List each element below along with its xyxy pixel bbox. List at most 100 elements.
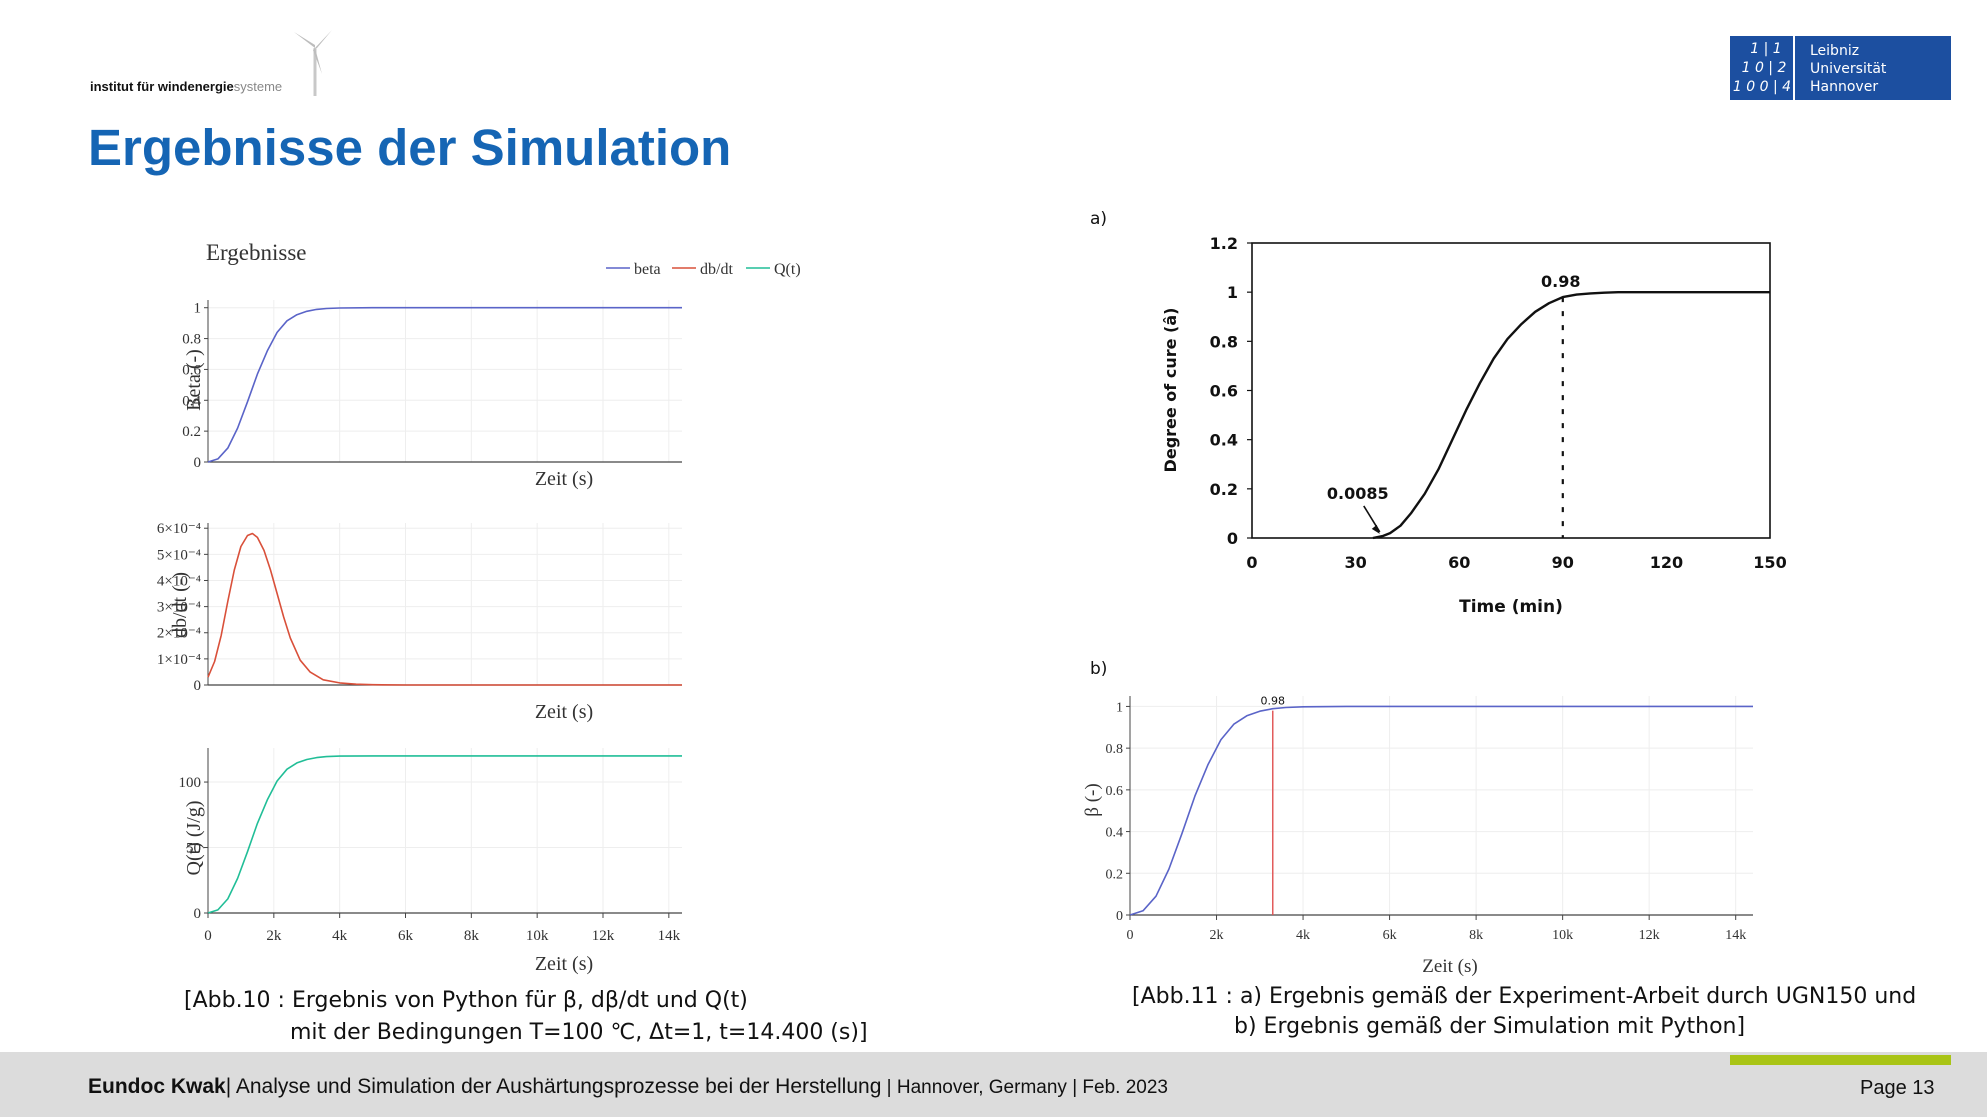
x-tick-labels: 0 30 60 90 120 150	[1246, 553, 1786, 572]
chart-title: Ergebnisse	[206, 240, 307, 265]
beta-panel: 0 0.2 0.4 0.6 0.8 1	[182, 300, 682, 471]
y-tick-label: 0.2	[1106, 867, 1124, 882]
logo-line-2: Universität	[1810, 61, 1887, 77]
x-tick-label: 90	[1552, 553, 1574, 572]
y-tick-label: 3×10⁻⁴	[157, 600, 201, 616]
page-number: Page 13	[1860, 1077, 1935, 1099]
y-tick-label: 0.8	[182, 332, 201, 348]
annotation-arrow-head	[1371, 524, 1380, 534]
y-tick-label: 0	[1116, 909, 1123, 924]
y-tick-label: 2×10⁻⁴	[157, 626, 201, 642]
annotation-098: 0.98	[1541, 272, 1580, 291]
y-tick-label: 0	[194, 906, 202, 922]
x-tick-label: 14k	[1725, 928, 1746, 943]
dbdt-panel: 0 1×10⁻⁴ 2×10⁻⁴ 3×10⁻⁴ 4×10⁻⁴ 5×10⁻⁴ 6×10⁻⁴	[157, 521, 682, 694]
x-tick-label: 14k	[658, 928, 681, 944]
series-line-beta	[207, 306, 682, 463]
y-axis-label: Degree of cure (â)	[1161, 308, 1180, 473]
y-tick-label: 100	[179, 775, 202, 791]
x-tick-label: 0	[1246, 553, 1257, 572]
logo-digits-1: 1 | 1	[1750, 41, 1781, 57]
x-tick-label: 60	[1448, 553, 1470, 572]
footer-text: Eundoc Kwak| Analyse und Simulation der …	[88, 1075, 1168, 1099]
y-tick-label: 0.4	[1210, 431, 1238, 450]
panel-label-b: b)	[1090, 659, 1107, 679]
x-tick-label: 12k	[592, 928, 615, 944]
institute-name: institut für windenergiesysteme	[90, 79, 282, 94]
caption-left-line-2: mit der Bedingungen T=100 ℃, Δt=1, t=14.…	[290, 1020, 868, 1045]
series-line-experiment	[1372, 291, 1770, 540]
y-tick-label: 5×10⁻⁴	[157, 547, 201, 563]
institute-name-light: systeme	[233, 79, 283, 94]
y-axis-label: β (-)	[1082, 783, 1103, 816]
leibniz-university-logo: 1 | 1 1 0 | 2 1 0 0 | 4 Leibniz Universi…	[1730, 36, 1951, 100]
series-line-dbdt	[207, 532, 682, 686]
x-tick-label: 30	[1344, 553, 1366, 572]
y-tick-label: 0.6	[1106, 784, 1124, 799]
logo-line-3: Hannover	[1810, 79, 1878, 95]
simulation-chart: b) 0.98 0 0.2 0.4 0.6 0.8 1 0 2k 4k 6k 8k 10k 12k 14…	[1082, 659, 1753, 977]
y-axis-label: db/dt (-)	[169, 572, 191, 638]
x-tick-labels: 0 2k 4k 6k 8k 10k 12k 14k	[204, 913, 681, 944]
x-tick-label: 120	[1650, 553, 1683, 572]
y-tick-label: 0.8	[1106, 742, 1124, 757]
y-tick-label: 1.2	[1210, 234, 1238, 253]
x-tick-label: 6k	[1383, 928, 1397, 943]
qt-panel: 0 50 100	[179, 748, 682, 922]
page-title: Ergebnisse der Simulation	[88, 119, 732, 176]
plot-area: 0.98 0.0085	[1327, 272, 1770, 540]
caption-right-line-1: [Abb.11 : a) Ergebnis gemäß der Experime…	[1132, 984, 1917, 1009]
y-axis-label: Beta (-)	[183, 349, 205, 411]
legend: beta db/dt Q(t)	[606, 261, 801, 278]
x-axis-label: Zeit (s)	[535, 468, 593, 490]
caption-right-line-2: b) Ergebnis gemäß der Simulation mit Pyt…	[1234, 1014, 1746, 1039]
y-tick-labels: 0 0.2 0.4 0.6 0.8 1	[1106, 700, 1130, 924]
wind-turbine-icon	[294, 30, 332, 96]
y-tick-label: 1	[1227, 283, 1238, 302]
y-tick-label: 0.2	[182, 424, 201, 440]
series-line-beta	[1129, 705, 1753, 916]
logo-digits-3: 1 0 0 | 4	[1733, 79, 1791, 95]
x-tick-label: 0	[204, 928, 212, 944]
x-tick-label: 4k	[332, 928, 348, 944]
y-tick-label: 6×10⁻⁴	[157, 521, 201, 537]
x-tick-label: 8k	[464, 928, 480, 944]
y-tick-label: 0.4	[1106, 826, 1124, 841]
series-line-Q(t)	[207, 755, 682, 914]
legend-dbdt: db/dt	[700, 261, 733, 278]
annotation-098: 0.98	[1261, 695, 1286, 708]
plot-area: 0.98	[1129, 695, 1753, 916]
footer-title: | Analyse und Simulation der Aushärtungs…	[225, 1075, 882, 1098]
python-results-chart: Ergebnisse beta db/dt Q(t) 0 0.2 0.4 0.6 0.8…	[157, 240, 801, 975]
y-axis-label: Q(t) (J/g)	[183, 801, 205, 876]
x-axis-label: Zeit (s)	[535, 701, 593, 723]
x-axis-label: Zeit (s)	[535, 953, 593, 975]
x-tick-label: 6k	[398, 928, 414, 944]
logo-line-1: Leibniz	[1810, 43, 1859, 59]
y-tick-label: 4×10⁻⁴	[157, 573, 201, 589]
y-tick-label: 0.2	[1210, 480, 1238, 499]
x-tick-label: 2k	[1210, 928, 1224, 943]
footer-accent-bar	[1730, 1055, 1951, 1065]
legend-beta: beta	[634, 261, 661, 278]
y-tick-label: 0.8	[1210, 332, 1238, 351]
x-tick-label: 12k	[1639, 928, 1660, 943]
y-tick-label: 1	[194, 301, 202, 317]
footer-location: | Hannover, Germany | Feb. 2023	[881, 1077, 1168, 1098]
y-tick-label: 0.6	[1210, 382, 1238, 401]
annotation-00085: 0.0085	[1327, 484, 1389, 503]
x-tick-label: 10k	[526, 928, 549, 944]
x-tick-label: 8k	[1469, 928, 1483, 943]
footer-author: Eundoc Kwak	[88, 1075, 226, 1098]
caption-left-line-1: [Abb.10 : Ergebnis von Python für β, dβ/…	[184, 988, 748, 1013]
logo-digits-2: 1 0 | 2	[1742, 60, 1787, 76]
x-tick-label: 4k	[1296, 928, 1310, 943]
y-tick-labels: 0 0.2 0.4 0.6 0.8 1 1.2	[1210, 234, 1252, 548]
x-tick-labels: 0 2k 4k 6k 8k 10k 12k 14k	[1127, 915, 1746, 943]
panel-label-a: a)	[1090, 209, 1107, 229]
y-tick-label: 0.6	[182, 362, 201, 378]
x-tick-label: 150	[1753, 553, 1786, 572]
experiment-chart: a) 00.20.40.60.811.2 0 30 60 90 120 150 0.980…	[1090, 209, 1787, 617]
x-axis-label: Zeit (s)	[1422, 956, 1477, 977]
legend-qt: Q(t)	[774, 261, 801, 278]
